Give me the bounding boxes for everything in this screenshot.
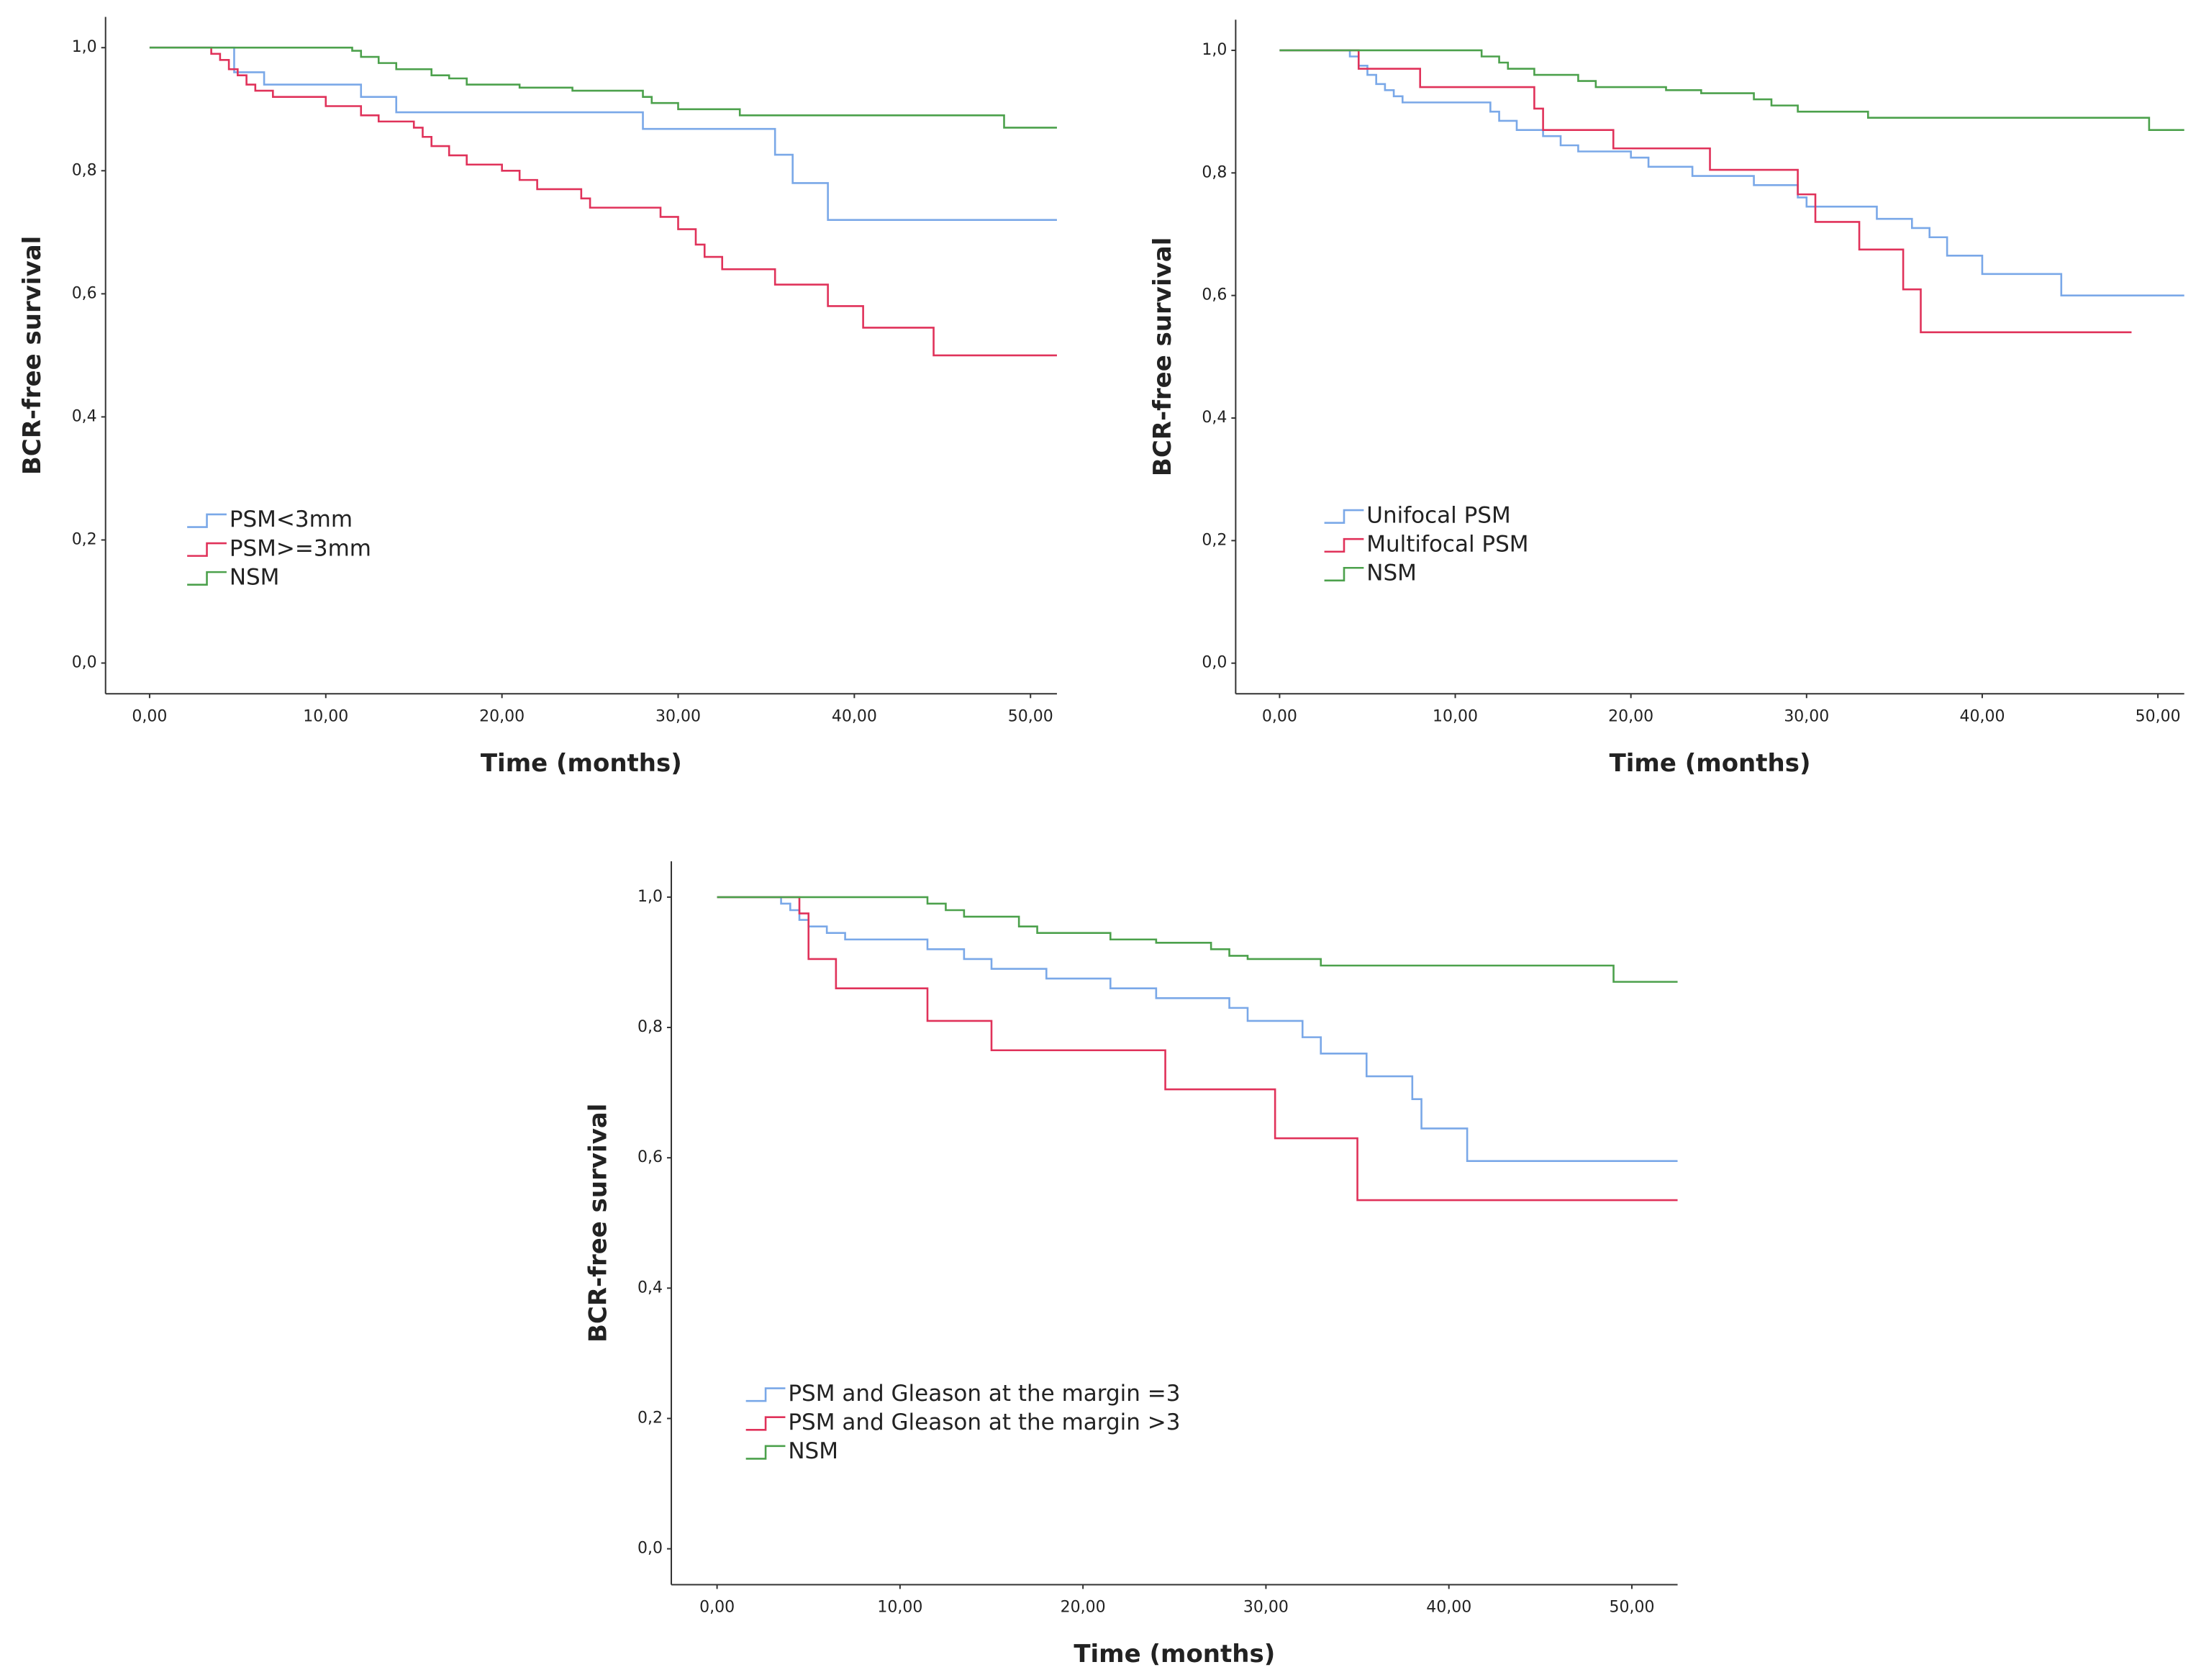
survival-curve [1279,49,2132,334]
survival-curve [149,46,1057,222]
x-tick-label: 10,00 [1433,707,1478,725]
legend-label: PSM>=3mm [230,535,371,561]
legend-swatch [187,542,227,557]
legend-swatch [745,1387,786,1402]
survival-curve [1279,49,2184,131]
legend-label: PSM and Gleason at the margin >3 [788,1409,1180,1435]
legend-label: Unifocal PSM [1366,502,1510,528]
x-tick-label: 0,00 [699,1598,735,1616]
x-tick-label: 0,00 [1262,707,1297,725]
x-tick-label: 20,00 [1061,1598,1106,1616]
x-tick-label: 50,00 [1609,1598,1654,1616]
survival-curve [717,896,1678,1163]
legend-label: NSM [1366,560,1417,586]
survival-curve [717,896,1678,1202]
survival-curve [1279,49,2184,296]
y-tick-label: 0,4 [72,407,97,425]
x-tick-label: 40,00 [1959,707,2005,725]
y-tick-label: 0,4 [637,1279,663,1297]
legend-label: NSM [788,1438,838,1464]
x-axis-title: Time (months) [481,749,682,778]
y-tick-label: 0,6 [1202,286,1227,304]
y-tick-label: 1,0 [637,888,663,906]
x-tick-label: 30,00 [1784,707,1829,725]
legend-label: PSM<3mm [230,507,353,532]
x-tick-label: 20,00 [1608,707,1653,725]
legend-swatch [745,1445,786,1460]
legend-swatch [187,513,227,528]
survival-curve [149,46,1057,357]
survival-curve [149,46,1057,129]
survival-curve [717,896,1678,983]
y-tick-label: 0,0 [72,654,97,672]
x-tick-label: 20,00 [479,707,525,725]
y-tick-label: 0,0 [637,1540,663,1558]
legend-swatch [1324,509,1364,524]
legend-swatch [187,571,227,586]
x-tick-label: 40,00 [832,707,877,725]
legend-swatch [745,1416,786,1431]
y-tick-label: 1,0 [72,38,97,56]
legend-swatch [1324,566,1364,582]
y-tick-label: 0,2 [1202,531,1227,549]
legend-label: NSM [230,564,280,590]
y-tick-label: 0,8 [1202,163,1227,181]
x-tick-label: 0,00 [132,707,167,725]
y-axis-title: BCR-free survival [584,1104,613,1343]
x-axis-title: Time (months) [1074,1640,1275,1668]
y-tick-label: 0,8 [72,161,97,179]
x-tick-label: 10,00 [303,707,348,725]
y-tick-label: 0,4 [1202,409,1227,427]
legend-swatch [1324,537,1364,553]
legend-label: PSM and Gleason at the margin =3 [788,1381,1180,1407]
x-tick-label: 30,00 [1243,1598,1289,1616]
legend-label: Multifocal PSM [1366,531,1528,557]
x-tick-label: 50,00 [1008,707,1053,725]
x-tick-label: 40,00 [1426,1598,1471,1616]
y-tick-label: 0,0 [1202,654,1227,672]
x-axis-title: Time (months) [1610,749,1811,778]
y-axis-title: BCR-free survival [18,236,47,475]
x-tick-label: 50,00 [2136,707,2181,725]
y-tick-label: 1,0 [1202,41,1227,59]
y-tick-label: 0,2 [72,530,97,548]
y-tick-label: 0,6 [72,284,97,302]
y-tick-label: 0,6 [637,1148,663,1166]
y-tick-label: 0,2 [637,1409,663,1427]
y-axis-title: BCR-free survival [1148,237,1177,476]
x-tick-label: 10,00 [877,1598,922,1616]
x-tick-label: 30,00 [655,707,701,725]
y-tick-label: 0,8 [637,1018,663,1036]
